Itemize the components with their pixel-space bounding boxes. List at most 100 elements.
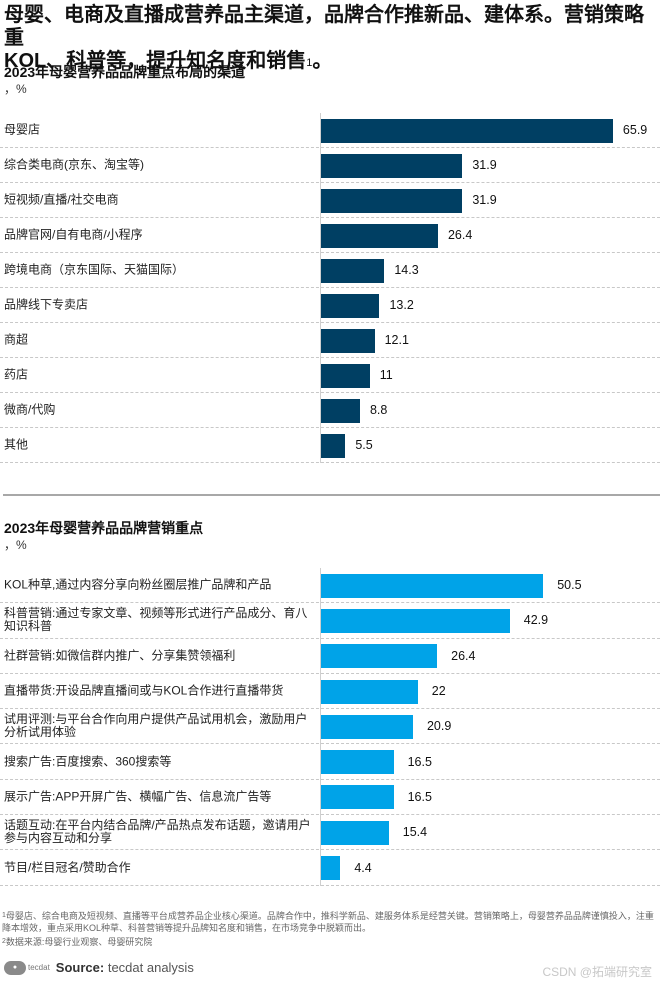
chart2-row: KOL种草,通过内容分享向粉丝圈层推广品牌和产品 50.5 (0, 568, 660, 604)
headline-line2: KOL、科普等，提升知名度和销售 (4, 50, 307, 72)
chart2-row: 话题互动:在平台内结合品牌/产品热点发布话题，邀请用户参与内容互动和分享 15.4 (0, 815, 660, 851)
chart1-row: 品牌线下专卖店 13.2 (0, 288, 660, 323)
category-label: 跨境电商（京东国际、天猫国际） (4, 262, 185, 277)
bar (321, 820, 389, 845)
footnote-1-text: 母婴店、综合电商及短视频、直播等平台成营养品企业核心渠道。品牌合作中，推科学新品… (2, 911, 654, 933)
source-label: Source: (55, 960, 105, 975)
category-label: 品牌线下专卖店 (4, 297, 89, 312)
value-label: 31.9 (472, 158, 497, 172)
chart2-marketing: KOL种草,通过内容分享向粉丝圈层推广品牌和产品 50.5 科普营销:通过专家文章、… (0, 568, 660, 886)
category-label: KOL种草,通过内容分享向粉丝圈层推广品牌和产品 (4, 577, 272, 592)
chart2-unit: ，% (4, 538, 27, 552)
chart2-row: 试用评测:与平台合作向用户提供产品试用机会，激励用户分析试用体验 20.9 (0, 709, 660, 745)
chart2-row: 展示广告:APP开屏广告、横幅广告、信息流广告等 16.5 (0, 780, 660, 816)
chart1-row: 综合类电商(京东、淘宝等) 31.9 (0, 148, 660, 183)
chart1-row: 母婴店 65.9 (0, 113, 660, 148)
source-line: ● tecdat Source: tecdat analysis (4, 960, 194, 975)
footnote-2-marker: 2 (2, 938, 6, 945)
value-label: 5.5 (355, 438, 373, 452)
category-label: 话题互动:在平台内结合品牌/产品热点发布话题，邀请用户参与内容互动和分享 (4, 818, 311, 846)
value-label: 26.4 (447, 228, 473, 242)
chart1-row: 跨境电商（京东国际、天猫国际） 14.3 (0, 253, 660, 288)
headline-footnote-ref: 1 (306, 57, 313, 69)
category-label: 母婴店 (4, 122, 41, 137)
value-label: 22 (431, 684, 446, 699)
category-label: 节目/栏目冠名/赞助合作 (4, 860, 131, 875)
bar (321, 328, 375, 353)
category-label: 商超 (4, 332, 29, 347)
bar (321, 188, 463, 213)
category-label: 科普营销:通过专家文章、视频等形式进行产品成分、育八知识科普 (4, 606, 308, 634)
value-label: 42.9 (523, 613, 549, 628)
chart1-row: 品牌官网/自有电商/小程序 26.4 (0, 218, 660, 253)
value-label: 13.2 (389, 298, 414, 312)
value-label: 16.5 (407, 754, 432, 769)
footnote-1-marker: 1 (2, 912, 6, 919)
value-label: 26.4 (451, 648, 476, 663)
value-label: 50.5 (557, 578, 582, 593)
bar (321, 785, 394, 810)
headline: 母婴、电商及直播成营养品主渠道，品牌合作推新品、建体系。营销策略重 KOL、科普… (4, 4, 660, 73)
chart1-row: 微商/代购 8.8 (0, 393, 660, 428)
value-label: 15.4 (402, 825, 428, 840)
category-label: 其他 (4, 437, 29, 452)
chart2-row: 搜索广告:百度搜索、360搜索等 16.5 (0, 745, 660, 780)
bar (321, 644, 438, 669)
chart1-row: 短视频/直播/社交电商 31.9 (0, 183, 660, 218)
chart2-title: 2023年母婴营养品品牌营销重点 (4, 520, 204, 536)
chart1-channels: 母婴店 65.9 综合类电商(京东、淘宝等) 31.9 短视频/直播/社交电商 31.9 品… (0, 113, 660, 463)
footnote-2-text: 数据来源:母婴行业观察、母婴研究院 (5, 937, 153, 947)
bar (321, 573, 544, 598)
bar (321, 118, 613, 143)
tecdat-logo-icon: ● (4, 960, 26, 975)
bar (321, 750, 394, 775)
bar (321, 856, 341, 881)
category-label: 药店 (4, 367, 29, 382)
chart2-row: 科普营销:通过专家文章、视频等形式进行产品成分、育八知识科普 42.9 (0, 603, 660, 639)
chart1-unit: ，% (4, 82, 27, 96)
bar (321, 433, 346, 458)
chart2-axis (320, 568, 321, 886)
bar (321, 293, 380, 318)
chart2-row: 社群营销:如微信群内推广、分享集赞领福利 26.4 (0, 639, 660, 674)
bar (321, 398, 360, 423)
category-label: 微商/代购 (4, 402, 56, 417)
value-label: 65.9 (622, 123, 648, 137)
category-label: 搜索广告:百度搜索、360搜索等 (4, 754, 172, 769)
category-label: 综合类电商(京东、淘宝等) (4, 157, 144, 172)
footnote-1: 1母婴店、综合电商及短视频、直播等平台成营养品企业核心渠道。品牌合作中，推科学新… (2, 910, 658, 934)
tecdat-logo-text: tecdat (28, 963, 50, 972)
chart1-row: 药店 11 (0, 358, 660, 393)
chart1-axis (320, 113, 321, 463)
category-label: 试用评测:与平台合作向用户提供产品试用机会，激励用户分析试用体验 (4, 712, 308, 740)
chart2-row: 节目/栏目冠名/赞助合作 4.4 (0, 850, 660, 886)
category-label: 直播带货:开设品牌直播间或与KOL合作进行直播带货 (4, 683, 284, 698)
section-divider (3, 494, 660, 496)
category-label: 展示广告:APP开屏广告、横幅广告、信息流广告等 (4, 789, 272, 804)
bar (321, 223, 438, 248)
category-label: 社群营销:如微信群内推广、分享集赞领福利 (4, 648, 236, 663)
headline-end: 。 (312, 50, 333, 72)
watermark: CSDN @拓端研究室 (542, 965, 652, 979)
chart1-row: 商超 12.1 (0, 323, 660, 358)
chart1-row: 其他 5.5 (0, 428, 660, 463)
bar (321, 679, 418, 704)
value-label: 14.3 (394, 263, 419, 277)
value-label: 4.4 (354, 860, 372, 875)
bar (321, 153, 463, 178)
bar (321, 608, 510, 633)
value-label: 16.5 (407, 789, 432, 804)
value-label: 11 (379, 368, 393, 382)
chart1-title: 2023年母婴营养品品牌重点布局的渠道 (4, 64, 246, 80)
value-label: 20.9 (426, 719, 452, 734)
value-label: 8.8 (369, 403, 388, 417)
value-label: 12.1 (384, 333, 409, 347)
category-label: 短视频/直播/社交电商 (4, 192, 119, 207)
bar (321, 363, 370, 388)
footnote-2: 2数据来源:母婴行业观察、母婴研究院 (2, 936, 658, 948)
source-text: tecdat analysis (107, 960, 194, 975)
headline-line1: 母婴、电商及直播成营养品主渠道，品牌合作推新品、建体系。营销策略重 (4, 4, 644, 49)
chart2-row: 直播带货:开设品牌直播间或与KOL合作进行直播带货 22 (0, 674, 660, 710)
category-label: 品牌官网/自有电商/小程序 (4, 227, 143, 242)
bar (321, 258, 385, 283)
